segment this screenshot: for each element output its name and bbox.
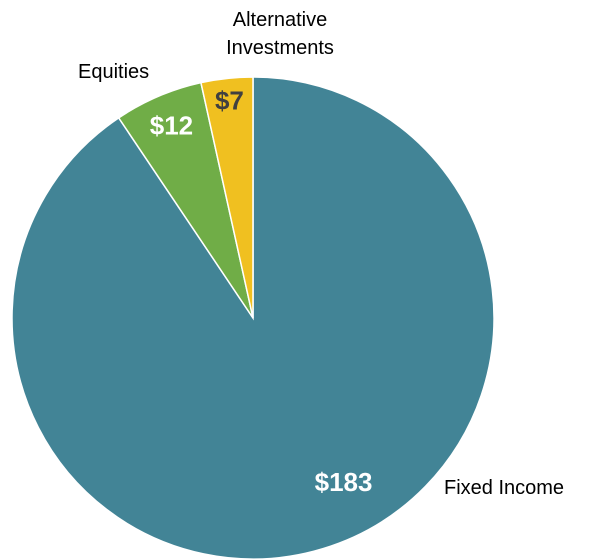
value-label: $12 xyxy=(150,110,193,140)
category-label: Fixed Income xyxy=(444,477,565,499)
category-label: Equities xyxy=(78,61,150,83)
value-label: $183 xyxy=(315,467,373,497)
category-label: Alternative Investments xyxy=(226,9,334,59)
pie-slice xyxy=(200,76,254,319)
value-label: $7 xyxy=(215,85,244,115)
